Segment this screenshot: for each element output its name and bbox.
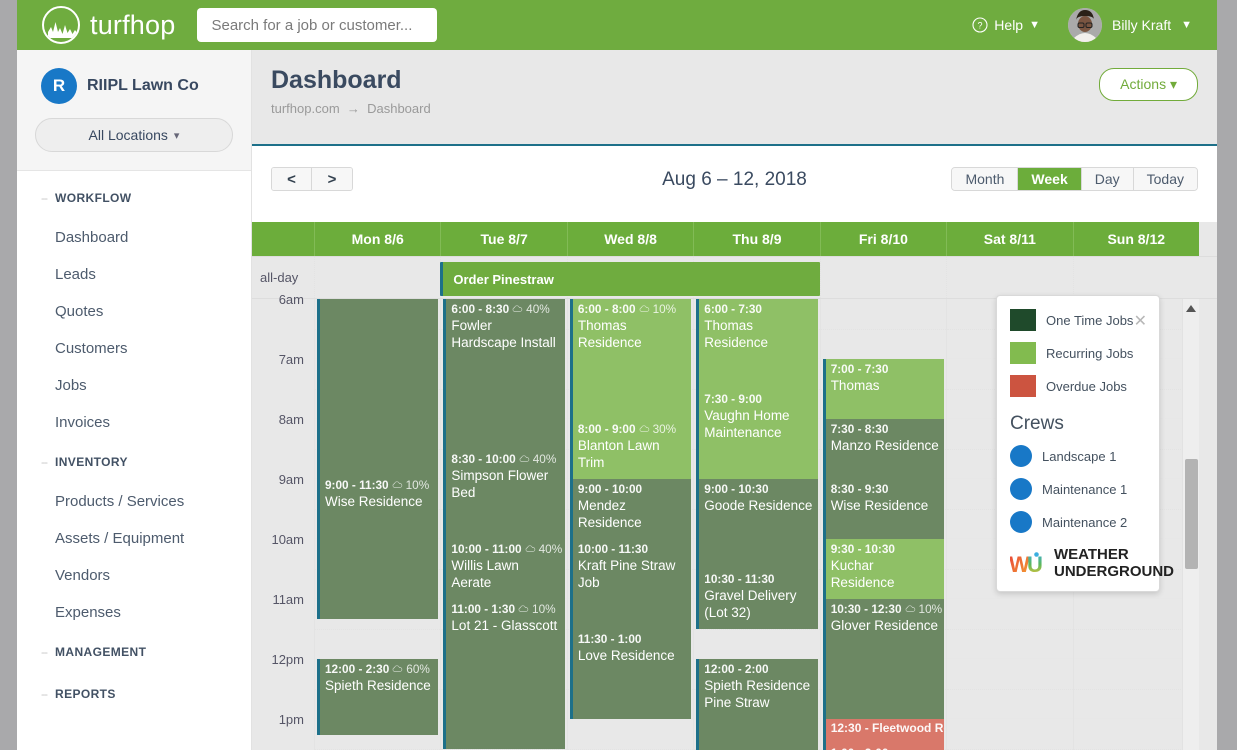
svg-text:?: ? — [978, 21, 983, 31]
